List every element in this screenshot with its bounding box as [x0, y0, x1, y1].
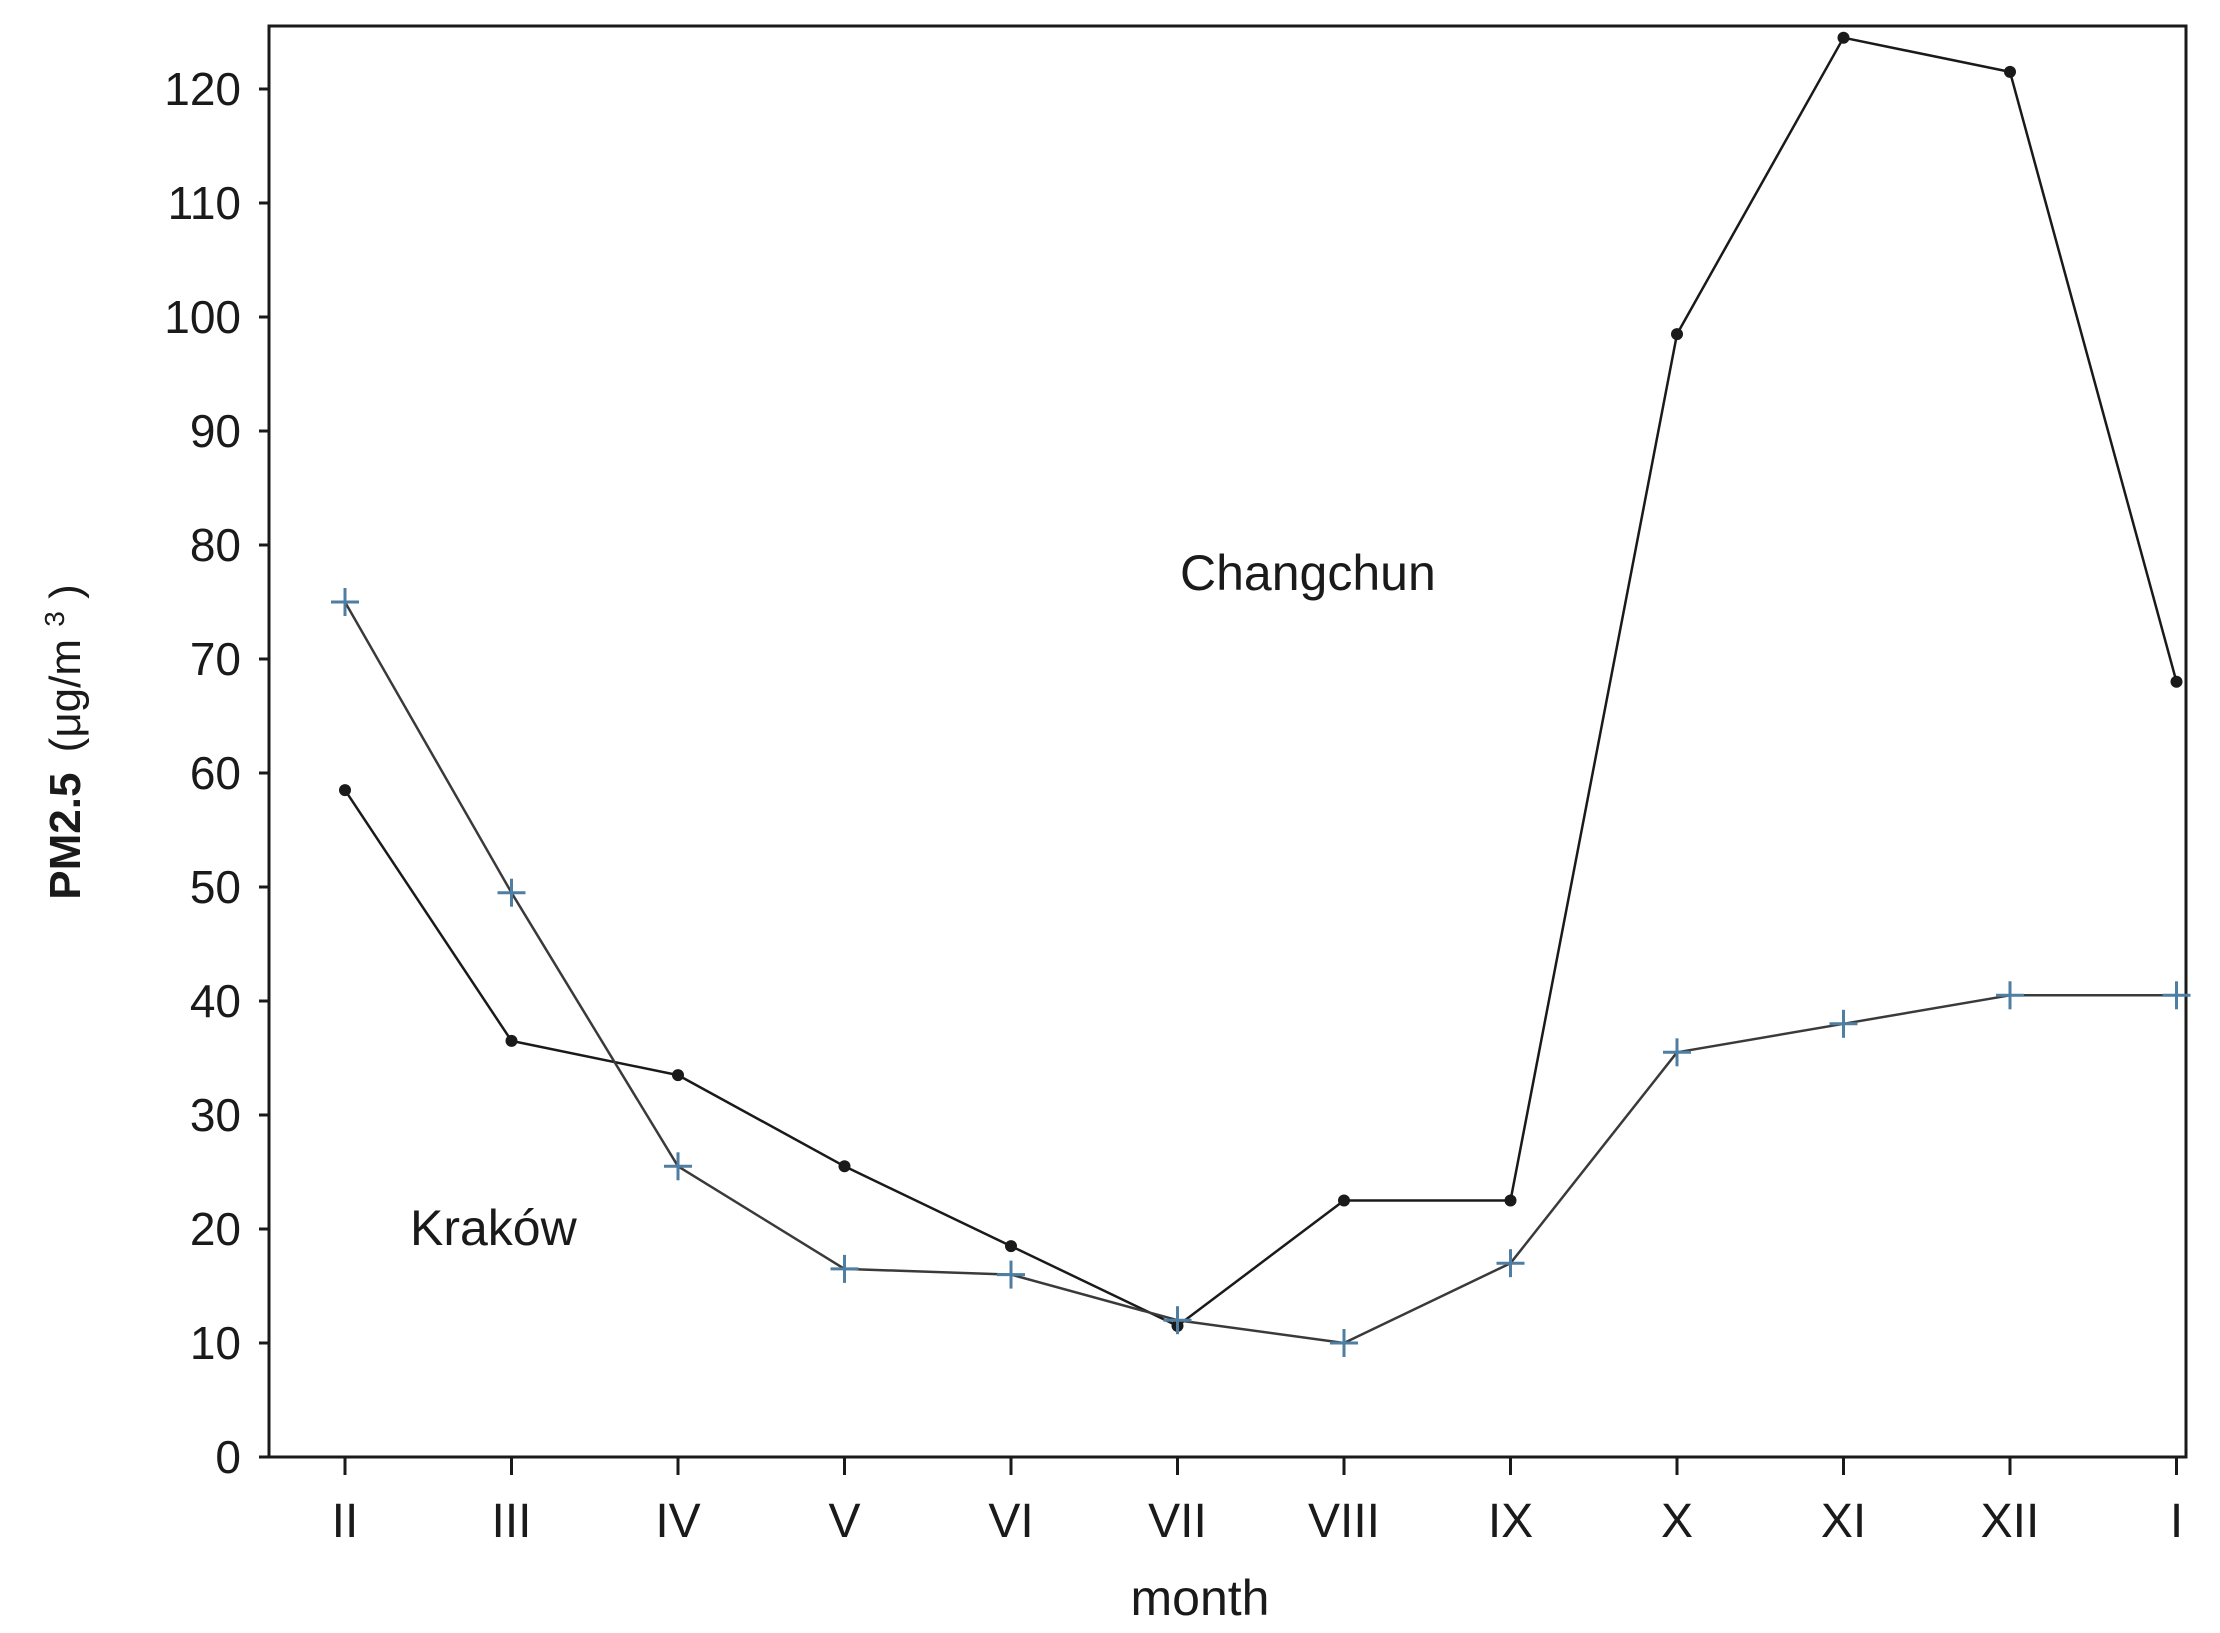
x-tick-label: VI [988, 1495, 1033, 1548]
x-tick-label: XI [1821, 1495, 1866, 1548]
data-point-changchun [672, 1069, 684, 1082]
data-point-changchun [1671, 328, 1683, 341]
series-label-krakow: Kraków [410, 1200, 578, 1256]
data-point-krakow [1330, 1329, 1358, 1357]
x-tick-label: II [332, 1495, 359, 1548]
data-point-changchun [1005, 1240, 1017, 1253]
data-point-krakow [1163, 1306, 1192, 1335]
y-tick-label: 0 [215, 1431, 241, 1483]
x-axis-label: month [1131, 1570, 1270, 1626]
data-point-changchun [838, 1160, 851, 1173]
y-tick-label: 120 [164, 63, 241, 115]
data-point-krakow [1496, 1249, 1525, 1278]
y-tick-label: 20 [190, 1203, 241, 1255]
x-tick-label: I [2170, 1495, 2183, 1548]
data-point-krakow [497, 878, 526, 907]
y-axis-label: PM2.5 (μg/m 3 ) [25, 584, 90, 899]
x-tick-label: X [1661, 1495, 1693, 1548]
y-axis-label-sup: 3 [39, 611, 70, 627]
y-tick-label: 80 [190, 519, 241, 571]
series-krakow [331, 588, 2191, 1357]
x-tick-label: IV [655, 1495, 700, 1548]
data-point-krakow [997, 1260, 1025, 1289]
data-point-changchun [505, 1034, 518, 1047]
y-axis-label-close: ) [41, 584, 90, 599]
x-axis: II III IV V VI VII VIII IX X XI XII I [332, 1457, 2183, 1548]
data-point-krakow [1663, 1038, 1691, 1067]
data-point-krakow [1829, 1009, 1858, 1038]
data-point-krakow [664, 1152, 692, 1181]
data-point-changchun [339, 784, 351, 797]
data-point-changchun [1504, 1194, 1517, 1207]
x-tick-label: III [491, 1495, 531, 1548]
x-tick-label: V [828, 1495, 860, 1548]
y-tick-label: 110 [168, 177, 241, 229]
data-point-krakow [2162, 981, 2191, 1010]
data-point-changchun [2004, 65, 2016, 78]
series-line-changchun [343, 36, 2178, 1328]
data-point-changchun [1837, 31, 1850, 44]
series-changchun [339, 31, 2183, 1332]
y-axis-label-unit: (μg/m [41, 639, 90, 752]
y-axis-label-main: PM2.5 [41, 773, 90, 900]
data-point-krakow [830, 1254, 859, 1283]
x-tick-label: VII [1148, 1495, 1207, 1548]
series-line-krakow [343, 601, 2177, 1345]
y-tick-label: 90 [190, 405, 241, 457]
series-layer [331, 31, 2191, 1357]
series-label-changchun: Changchun [1180, 545, 1436, 601]
plot-area-frame [267, 24, 2188, 1459]
data-point-krakow [1996, 981, 2024, 1010]
data-point-changchun [1338, 1194, 1350, 1207]
data-point-changchun [2170, 675, 2183, 688]
y-tick-label: 50 [190, 861, 241, 913]
y-tick-label: 30 [190, 1089, 241, 1141]
y-axis: 0 10 20 30 40 50 60 70 80 90 100 110 120 [164, 63, 269, 1483]
y-tick-label: 100 [164, 291, 241, 343]
data-point-krakow [331, 588, 359, 616]
x-tick-label: IX [1488, 1495, 1533, 1548]
y-tick-label: 10 [190, 1317, 241, 1369]
y-tick-label: 70 [190, 633, 241, 685]
x-tick-label: VIII [1308, 1495, 1380, 1548]
y-tick-label: 40 [190, 975, 241, 1027]
x-tick-label: XII [1981, 1495, 2040, 1548]
y-tick-label: 60 [190, 747, 241, 799]
